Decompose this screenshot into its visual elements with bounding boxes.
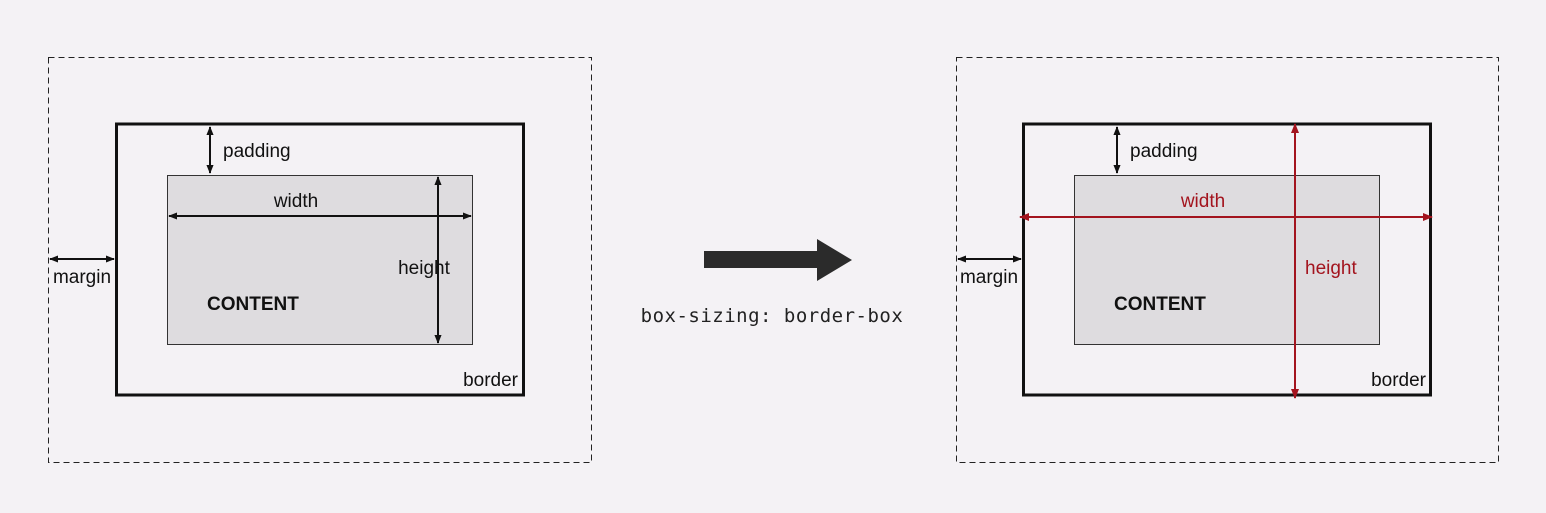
right-border-box — [1022, 122, 1432, 397]
transition-arrow-icon — [704, 239, 852, 281]
right-margin-box — [956, 57, 1499, 463]
left-margin-box — [48, 57, 592, 463]
box-sizing-caption: box-sizing: border-box — [641, 305, 904, 327]
left-width-label: width — [273, 191, 318, 212]
left-content-label: CONTENT — [207, 294, 299, 315]
right-content-label: CONTENT — [1114, 294, 1206, 315]
left-margin-label: margin — [53, 267, 111, 288]
right-border-label: border — [1371, 370, 1427, 391]
right-height-label: height — [1305, 258, 1357, 279]
left-border-box — [115, 122, 525, 397]
left-box-model: padding width height margin CONTENT bord… — [48, 57, 592, 463]
transition: box-sizing: border-box — [641, 239, 904, 327]
left-border-label: border — [463, 370, 519, 391]
left-height-label: height — [398, 258, 450, 279]
left-content-box — [167, 175, 473, 345]
right-margin-label: margin — [960, 267, 1018, 288]
left-padding-label: padding — [223, 141, 291, 162]
right-content-box — [1074, 175, 1380, 345]
right-padding-label: padding — [1130, 141, 1198, 162]
right-box-model: padding margin CONTENT border width heig… — [956, 57, 1499, 463]
right-width-label: width — [1180, 191, 1225, 212]
